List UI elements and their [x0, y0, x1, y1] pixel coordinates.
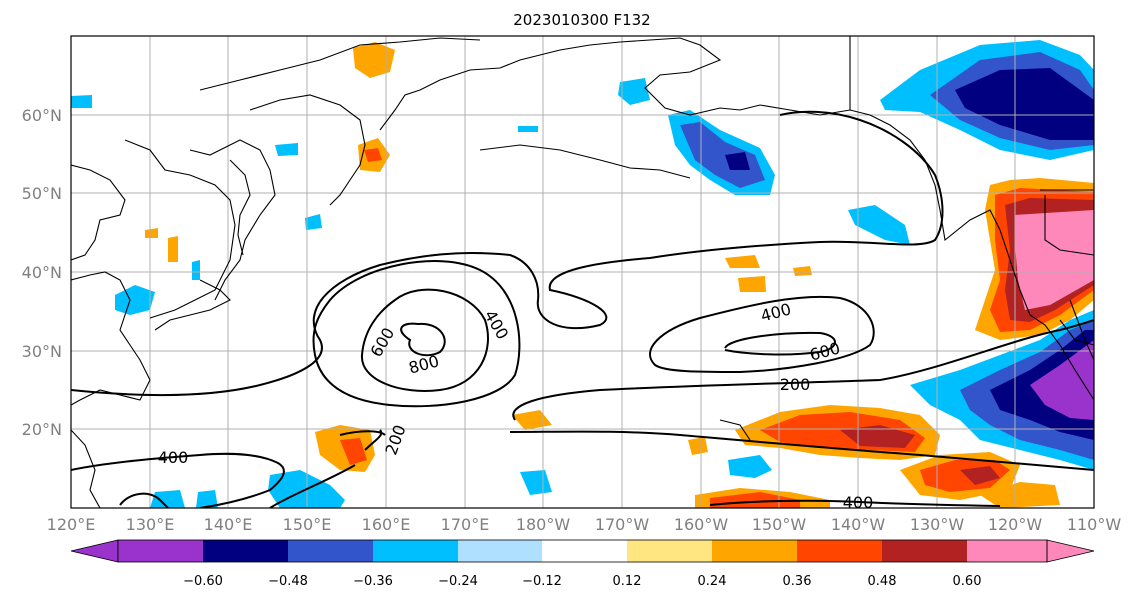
lon-label: 140°W	[831, 515, 886, 534]
lon-label: 130°E	[126, 515, 175, 534]
lon-label: 120°E	[47, 515, 96, 534]
colorbar-extend-low	[70, 539, 119, 563]
contour-label: 200	[780, 375, 811, 394]
lon-label: 150°W	[752, 515, 807, 534]
lon-label: 160°E	[362, 515, 411, 534]
lon-label: 120°W	[988, 515, 1043, 534]
colorbar-tick-label: 0.60	[953, 574, 982, 589]
lat-label: 50°N	[22, 184, 62, 203]
colorbar-tick-label: 0.48	[868, 574, 897, 589]
colorbar-segment	[882, 540, 967, 562]
lat-label: 20°N	[22, 420, 62, 439]
colorbar-tick-label: −0.12	[522, 574, 562, 589]
colorbar-frame	[117, 539, 1048, 563]
colorbar-segment	[712, 540, 797, 562]
lon-label: 140°E	[204, 515, 253, 534]
colorbar-tick-label: −0.60	[183, 574, 223, 589]
coastlines	[71, 36, 1094, 508]
colorbar-tick-label: 0.36	[783, 574, 812, 589]
colorbar-segment	[627, 540, 712, 562]
lon-label: 170°E	[441, 515, 490, 534]
lat-label: 60°N	[22, 106, 62, 125]
lon-label: 110°W	[1067, 515, 1122, 534]
colorbar: −0.60 −0.48 −0.36 −0.24 −0.12 0.12 0.24 …	[70, 539, 1095, 589]
colorbar-extend-high	[1046, 539, 1095, 563]
longitude-labels: 120°E 130°E 140°E 150°E 160°E 170°E 180°…	[47, 515, 1122, 534]
figure-title: 2023010300 F132	[513, 11, 650, 29]
colorbar-tick-label: −0.24	[438, 574, 478, 589]
colorbar-segment	[118, 540, 203, 562]
colorbar-segment	[373, 540, 458, 562]
map-frame	[70, 35, 1095, 509]
colorbar-segment	[797, 540, 882, 562]
colorbar-segment	[542, 540, 627, 562]
lon-label: 150°E	[283, 515, 332, 534]
contour-label: 400	[843, 493, 874, 512]
colorbar-segment	[967, 540, 1047, 562]
height-contours	[71, 110, 1094, 508]
lon-label: 180°W	[516, 515, 571, 534]
latitude-labels: 20°N 30°N 40°N 50°N 60°N	[22, 106, 62, 439]
graticule	[71, 36, 1094, 508]
colorbar-tick-label: −0.36	[353, 574, 393, 589]
contour-label: 400	[158, 448, 189, 467]
colorbar-segment	[288, 540, 373, 562]
colorbar-segment	[458, 540, 542, 562]
lon-label: 170°W	[595, 515, 650, 534]
colorbar-tick-label: 0.24	[698, 574, 727, 589]
lat-label: 30°N	[22, 342, 62, 361]
colorbar-tick-label: 0.12	[613, 574, 642, 589]
colorbar-segment	[203, 540, 288, 562]
lon-label: 160°W	[674, 515, 729, 534]
lat-label: 40°N	[22, 263, 62, 282]
colorbar-tick-label: −0.48	[268, 574, 308, 589]
lon-label: 130°W	[910, 515, 965, 534]
